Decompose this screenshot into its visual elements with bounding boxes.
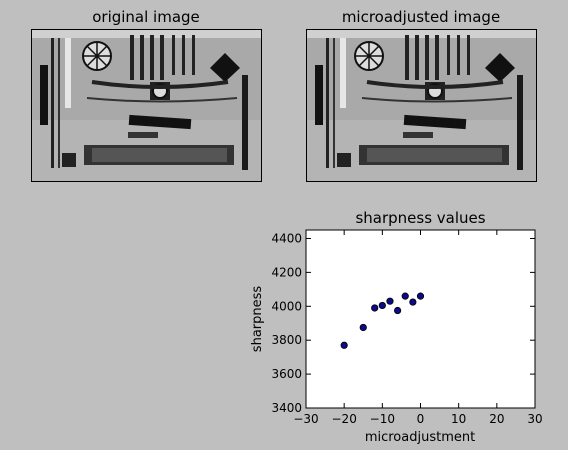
right-image-title: microadjusted image bbox=[341, 8, 501, 26]
data-point bbox=[378, 301, 386, 310]
left-image-title: original image bbox=[92, 8, 200, 26]
data-point bbox=[409, 298, 417, 306]
x-tick-label: −10 bbox=[370, 412, 395, 426]
x-tick-label: 0 bbox=[417, 412, 425, 426]
y-tick-label: 3600 bbox=[271, 367, 302, 381]
microadjusted-image bbox=[306, 29, 537, 182]
plot-area bbox=[305, 229, 536, 409]
data-point bbox=[371, 304, 379, 312]
x-axis-label: microadjustment bbox=[365, 430, 475, 445]
x-tick-label: −20 bbox=[332, 412, 357, 426]
x-tick-label: 20 bbox=[489, 412, 504, 426]
original-image bbox=[31, 29, 262, 182]
y-tick-label: 3400 bbox=[271, 401, 302, 415]
y-tick-label: 4000 bbox=[271, 299, 302, 313]
x-tick-label: −30 bbox=[293, 412, 318, 426]
y-tick-label: 4200 bbox=[271, 265, 302, 279]
data-point bbox=[386, 297, 394, 305]
data-point bbox=[416, 292, 425, 300]
chart-title: sharpness values bbox=[355, 209, 486, 227]
data-point bbox=[393, 306, 402, 315]
x-tick-label: 30 bbox=[527, 412, 542, 426]
y-tick-label: 4400 bbox=[271, 231, 302, 245]
data-point bbox=[340, 341, 348, 349]
data-point bbox=[401, 292, 409, 300]
microadjusted-image-content bbox=[307, 30, 536, 181]
y-axis-label: sharpness bbox=[250, 286, 265, 353]
y-tick-label: 3800 bbox=[271, 333, 302, 347]
original-image-content bbox=[32, 30, 261, 181]
data-point bbox=[359, 323, 367, 332]
x-tick-label: 10 bbox=[451, 412, 466, 426]
